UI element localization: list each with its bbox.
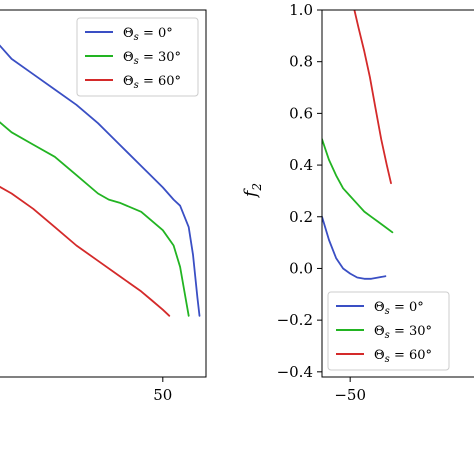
legend-box — [327, 291, 450, 371]
y-axis-label: f2 — [241, 183, 264, 199]
legend-entry-label: Θs = 0° — [123, 26, 173, 43]
series-group — [322, 10, 394, 280]
legend-entry-label: Θs = 30° — [374, 324, 432, 341]
series-line-0 — [0, 44, 201, 317]
x-tick-label: −50 — [334, 386, 366, 404]
plot-frame — [321, 9, 474, 378]
legend-entry-label: Θs = 0° — [374, 300, 424, 317]
legend-entry-label: Θs = 60° — [123, 74, 181, 91]
legend-box — [76, 17, 199, 97]
series-group — [0, 44, 201, 317]
y-tick-label: 0.4 — [289, 156, 313, 174]
x-tick-label: 50 — [153, 386, 172, 404]
legend-entry-label: Θs = 30° — [123, 50, 181, 67]
y-tick-label: −0.4 — [277, 363, 313, 381]
series-line-2 — [0, 185, 171, 317]
legend-entry-label: Θs = 60° — [374, 348, 432, 365]
plot-frame — [0, 9, 207, 378]
y-tick-label: 1.0 — [289, 1, 313, 19]
left-chart-panel: 50 Θs = 0° Θs = 30° Θs = 60° — [0, 9, 207, 404]
series-line-0 — [322, 215, 387, 280]
y-tick-label: 0.6 — [289, 104, 313, 122]
series-line-1 — [0, 121, 190, 317]
y-tick-label: −0.2 — [277, 311, 313, 329]
series-line-2 — [353, 10, 392, 185]
legend: Θs = 0° Θs = 30° Θs = 60° — [76, 17, 199, 97]
y-tick-label: 0.8 — [289, 53, 313, 71]
y-tick-label: 0.2 — [289, 208, 313, 226]
legend: Θs = 0° Θs = 30° Θs = 60° — [327, 291, 450, 371]
series-line-1 — [322, 138, 394, 234]
y-tick-label: 0.0 — [289, 259, 313, 277]
